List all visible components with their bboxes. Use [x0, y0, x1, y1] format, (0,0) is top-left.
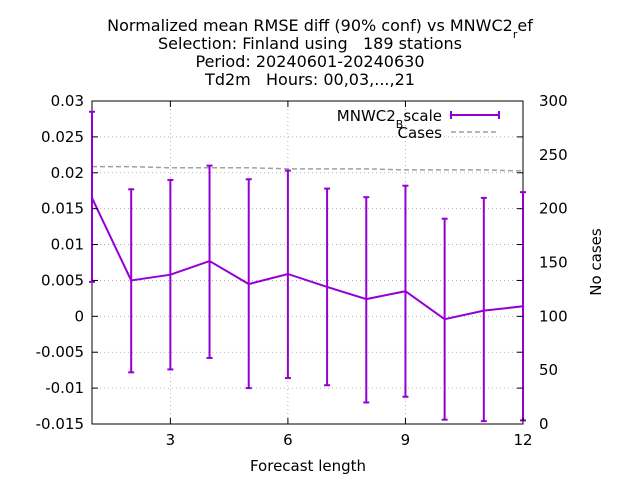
y-tick-label: -0.015	[36, 415, 84, 433]
y-tick-label: -0.01	[45, 379, 84, 397]
y2-tick-label: 200	[539, 200, 568, 218]
tick-labels: 0.03 0.025 0.02 0.015 0.01 0.005 0 -0.005 -0.01 -…	[36, 92, 568, 449]
y-tick-label: 0.03	[51, 92, 84, 110]
series-mnwc2-line	[90, 196, 525, 321]
cases-line	[92, 165, 524, 172]
series-mnwc2-errorbars	[89, 110, 526, 423]
data-point	[286, 272, 290, 276]
y-tick-label: 0.025	[41, 128, 84, 146]
data-point	[443, 318, 446, 321]
y-tick-label: 0.01	[51, 236, 84, 254]
data-point	[482, 309, 486, 312]
y2-tick-label: 100	[539, 307, 568, 325]
series-cases	[92, 165, 524, 172]
y2-tick-label: 150	[539, 254, 568, 272]
data-point	[404, 290, 407, 293]
data-point	[208, 259, 211, 263]
y-tick-label: -0.005	[36, 343, 84, 361]
x-tick-label: 12	[513, 431, 532, 449]
title-line-2: Selection: Finland using 189 stations	[158, 34, 462, 53]
x-tick-label: 9	[401, 431, 411, 449]
data-point	[521, 305, 525, 308]
x-tick-label: 3	[166, 431, 176, 449]
legend-label-mnwc2: MNWC2Bscale	[337, 107, 442, 131]
y-tick-label: 0.005	[41, 271, 84, 289]
data-point	[129, 279, 133, 282]
y2-axis-label: No cases	[587, 228, 605, 296]
y2-tick-label: 0	[539, 415, 549, 433]
x-tick-label: 6	[283, 431, 293, 449]
plot-border	[91, 100, 524, 425]
y2-tick-label: 300	[539, 92, 568, 110]
mnwc2-line	[91, 197, 524, 321]
y-tick-label: 0	[74, 307, 84, 325]
grid	[92, 101, 523, 424]
data-point	[325, 285, 329, 289]
y-tick-label: 0.02	[51, 164, 84, 182]
data-point	[90, 196, 94, 200]
title-line-3: Period: 20240601-20240630	[195, 52, 424, 71]
y-tick-label: 0.015	[41, 200, 84, 218]
legend-swatch-mnwc2	[450, 111, 500, 119]
title-line-4: Td2m Hours: 00,03,...,21	[204, 70, 415, 89]
title-line-1: Normalized mean RMSE diff (90% conf) vs …	[107, 16, 533, 41]
data-point	[169, 273, 172, 276]
y2-tick-label: 250	[539, 146, 568, 164]
x-axis-label: Forecast length	[250, 457, 366, 475]
data-point	[247, 282, 250, 286]
data-point	[365, 297, 368, 301]
plot-frame	[91, 100, 524, 425]
legend: MNWC2Bscale Cases	[337, 107, 500, 142]
legend-label-cases: Cases	[397, 124, 442, 142]
chart-title: Normalized mean RMSE diff (90% conf) vs …	[107, 16, 533, 89]
y2-tick-label: 50	[539, 361, 558, 379]
